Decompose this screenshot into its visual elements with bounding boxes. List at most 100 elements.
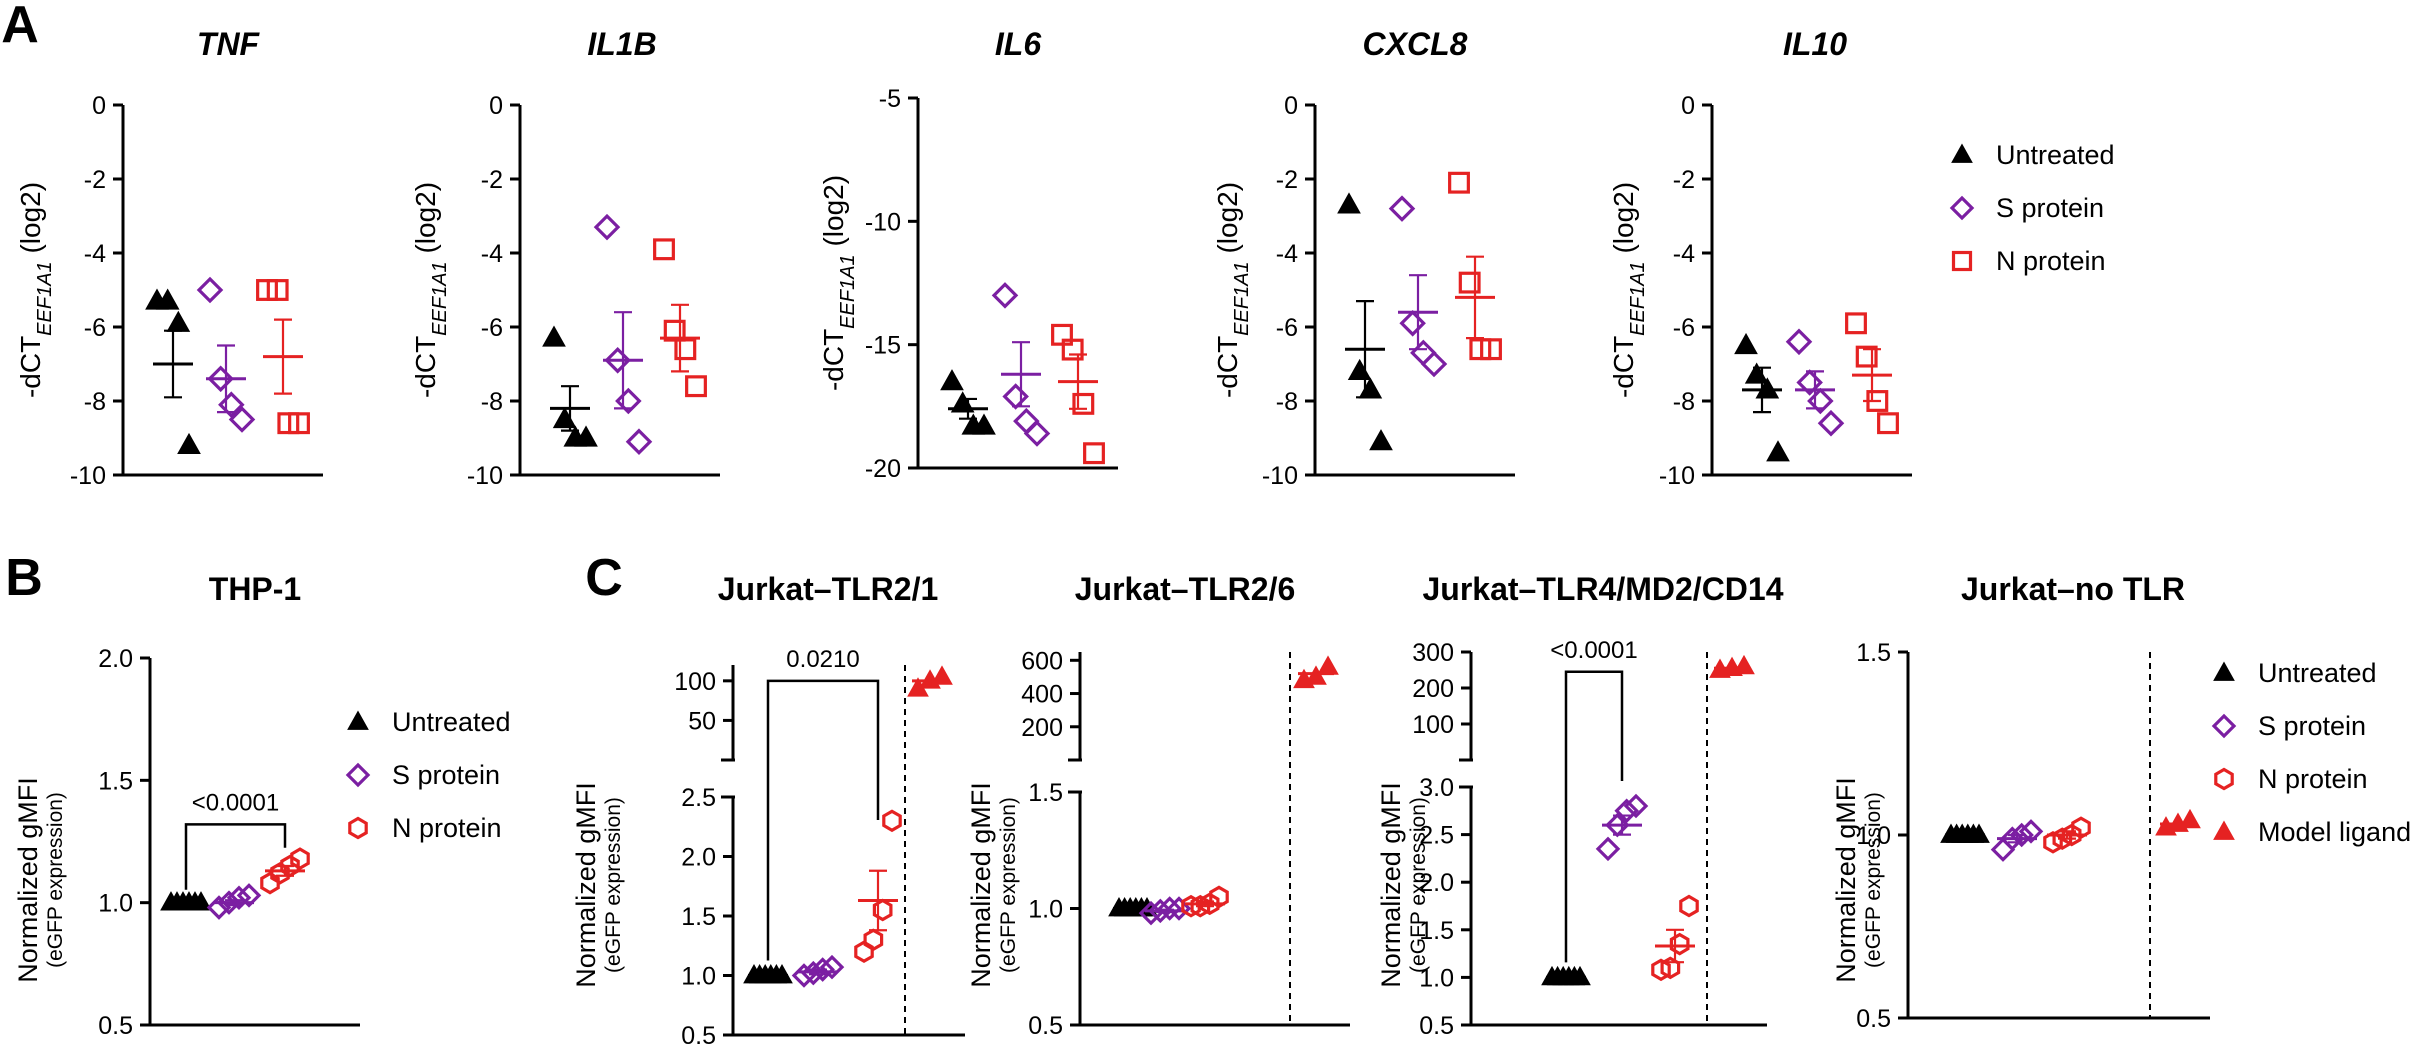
y-tick-label: -2 (1673, 166, 1695, 194)
y-tick-label: -6 (84, 314, 106, 342)
y-tick-label: -4 (84, 240, 106, 268)
y-tick-label: -5 (879, 85, 901, 113)
data-point (542, 325, 566, 347)
chart-c2: Jurkat–TLR2/6 0.5 1.0 1.5 200 400 600 Normalize… (966, 571, 1350, 1040)
legend-item: Untreated (1951, 140, 2115, 170)
significance-bracket (766, 679, 880, 961)
y-tick-label: 0 (1284, 92, 1298, 120)
legend-label: N protein (392, 813, 502, 843)
legend-label: Untreated (392, 707, 511, 737)
y-tick-label: -2 (481, 166, 503, 194)
y-axis-label: Normalized gMFI (571, 782, 601, 988)
data-point (1369, 429, 1393, 451)
data-point (1399, 310, 1426, 337)
chart-title: Jurkat–TLR2/1 (718, 571, 939, 607)
y-tick-label: -20 (865, 455, 901, 483)
y-tick-label: 1.0 (1028, 896, 1063, 924)
y-tick-label: 1.0 (98, 890, 133, 918)
data-point (1669, 932, 1690, 956)
y-tick-label: -10 (865, 208, 901, 236)
data-point (1734, 332, 1758, 355)
chart-a3: IL6 -5 -10 -15 -20 -dCTEEF1A1 (log2) (818, 26, 1118, 483)
legend-label: Model ligand (2258, 817, 2411, 847)
y-tick-label: 1.5 (681, 903, 716, 931)
legend-label: Untreated (2258, 658, 2377, 688)
data-point (1845, 312, 1867, 335)
y-tick-label: -4 (481, 240, 503, 268)
y-tick-label: 1.0 (1419, 964, 1454, 992)
y-tick-label: 1.5 (1028, 779, 1063, 807)
legend-label: S protein (2258, 711, 2366, 741)
data-point (1157, 896, 1182, 921)
y-tick-label: -10 (1262, 462, 1298, 490)
data-point (228, 406, 256, 433)
legend-marker (1951, 250, 1973, 272)
y-axis-label: Normalized gMFI (1831, 777, 1861, 983)
chart-a1: TNF 0 -2 -4 -6 -8 -10 -dCTEEF1A1 (log2) (15, 26, 323, 490)
data-point (1807, 387, 1834, 415)
chart-title: THP-1 (209, 571, 301, 607)
chart-a5: IL10 0 -2 -4 -6 -8 -10 -dCTEEF1A1 (log2) (1608, 26, 1912, 490)
data-point (2018, 819, 2044, 844)
y-tick-label: 3.0 (1419, 774, 1454, 802)
legend-label: Untreated (1996, 140, 2115, 170)
y-tick-label: -10 (1659, 462, 1695, 490)
legend-item: Untreated (2213, 658, 2377, 688)
data-point (1733, 654, 1755, 675)
data-point (552, 406, 577, 429)
data-point (1744, 362, 1769, 384)
y-axis-label: -dCTEEF1A1 (log2) (15, 182, 56, 398)
significance-bracket (1564, 670, 1624, 963)
legend-marker (2213, 820, 2235, 840)
data-point (574, 425, 598, 447)
y-tick-label: 0 (1681, 92, 1695, 120)
data-point (991, 282, 1019, 309)
data-point (771, 963, 793, 984)
y-tick-label: 2.5 (1419, 822, 1454, 850)
y-axis-sublabel: (eGFP expression) (1862, 792, 1885, 968)
data-point (653, 238, 675, 261)
data-point (266, 279, 289, 301)
y-tick-label: -8 (84, 388, 106, 416)
data-point (1448, 171, 1470, 194)
chart-c3: Jurkat–TLR4/MD2/CD14 0.5 1.0 1.5 2.0 2.5 3.0 10… (1376, 571, 1784, 1040)
y-tick-label: 100 (1412, 711, 1454, 739)
data-point (2009, 822, 2034, 848)
y-tick-label: 0.5 (1028, 1012, 1063, 1040)
data-point (207, 365, 234, 393)
y-tick-label: 1.0 (681, 963, 716, 991)
y-axis-label: -dCTEEF1A1 (log2) (818, 175, 859, 391)
legend-marker (1951, 143, 1973, 163)
data-point (1317, 655, 1339, 675)
y-axis-label: Normalized gMFI (13, 777, 43, 983)
y-tick-label: 0.5 (1419, 1012, 1454, 1040)
data-point (1388, 195, 1416, 222)
y-tick-label: 600 (1021, 647, 1063, 675)
panel-label-b: B (5, 549, 43, 607)
data-point (819, 954, 845, 980)
chart-b: THP-1 0.5 1.0 1.5 2.0 Normalized gMFI (eGFP ex… (13, 571, 360, 1040)
y-tick-label: -10 (467, 462, 503, 490)
y-tick-label: -6 (1276, 314, 1298, 342)
data-point (1337, 192, 1361, 214)
legend-label: N protein (2258, 764, 2368, 794)
data-point (290, 847, 310, 870)
legend-item: Model ligand (2213, 817, 2411, 847)
data-point (1796, 369, 1823, 396)
data-point (593, 213, 621, 241)
y-axis-label: -dCTEEF1A1 (log2) (410, 182, 451, 398)
y-tick-label: 1.5 (1419, 917, 1454, 945)
data-point (196, 276, 224, 304)
legend-item: S protein (345, 760, 500, 790)
y-tick-label: 0.5 (98, 1012, 133, 1040)
data-point (674, 338, 697, 361)
y-tick-label: 200 (1412, 675, 1454, 703)
legend-item: N protein (2214, 764, 2368, 794)
y-axis-sublabel: (eGFP expression) (1407, 797, 1430, 973)
legend-item: Untreated (347, 707, 511, 737)
data-point (1651, 958, 1671, 982)
data-point (288, 412, 310, 435)
data-point (625, 428, 653, 455)
data-point (1855, 345, 1878, 368)
